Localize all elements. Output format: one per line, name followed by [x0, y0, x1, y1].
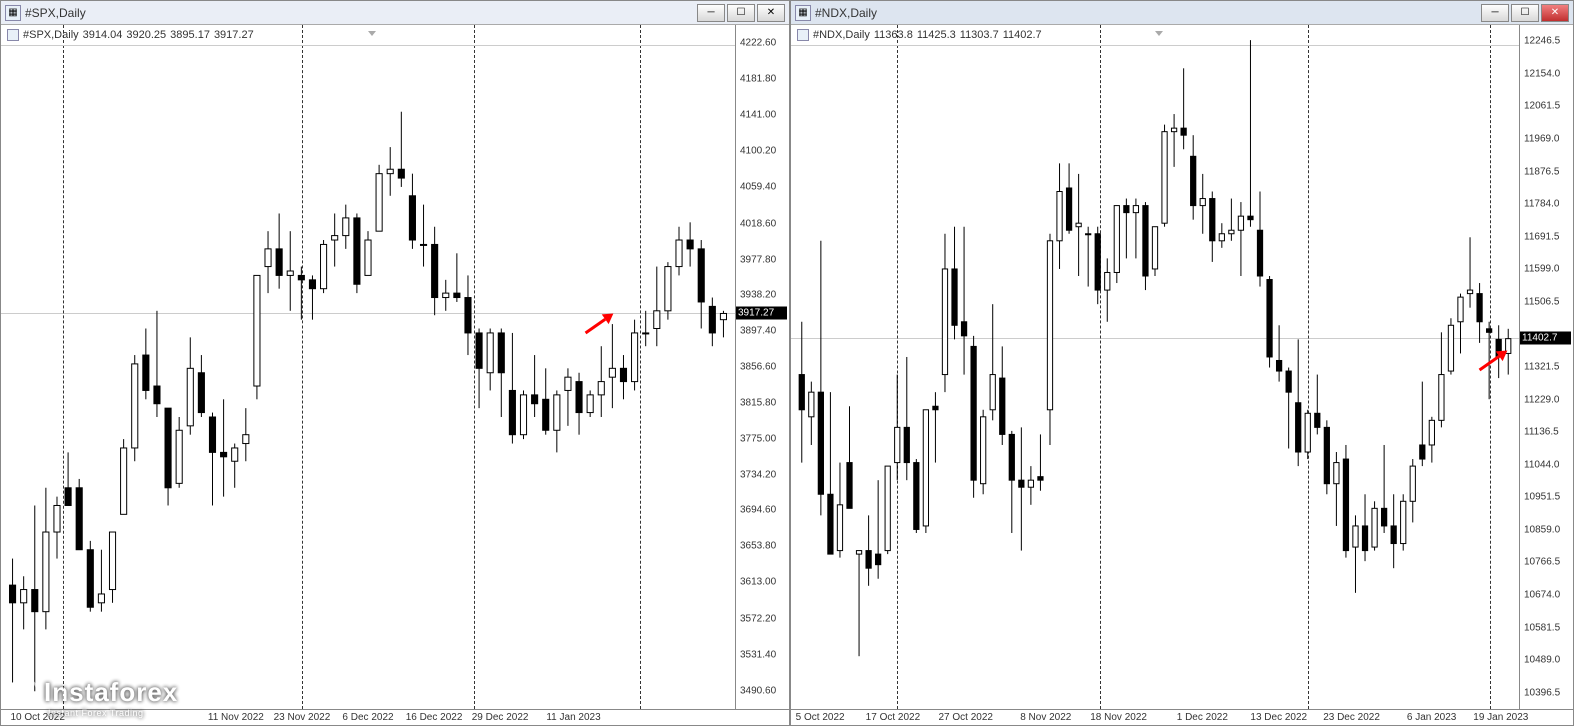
x-tick: 18 Nov 2022	[1090, 712, 1147, 723]
chart-icon: ▦	[5, 5, 21, 21]
x-tick: 8 Nov 2022	[1020, 712, 1071, 723]
x-tick: 23 Nov 2022	[274, 712, 331, 723]
spx-open: 3914.04	[83, 29, 123, 41]
x-tick: 6 Jan 2023	[1407, 712, 1457, 723]
y-tick: 10396.5	[1524, 687, 1560, 698]
y-tick: 4141.00	[740, 110, 776, 121]
spx-close: 3917.27	[214, 29, 254, 41]
ndx-ohlc-info: #NDX,Daily 11363.8 11425.3 11303.7 11402…	[797, 29, 1042, 41]
ndx-plot-area[interactable]: #NDX,Daily 11363.8 11425.3 11303.7 11402…	[791, 25, 1519, 709]
x-tick: 11 Nov 2022	[208, 712, 264, 723]
spx-plot-area[interactable]: #SPX,Daily 3914.04 3920.25 3895.17 3917.…	[1, 25, 735, 709]
annotation-arrow	[1471, 342, 1511, 382]
maximize-button[interactable]: ☐	[727, 4, 755, 22]
maximize-button[interactable]: ☐	[1511, 4, 1539, 22]
candlestick-series	[1, 25, 735, 709]
ndx-low: 11303.7	[960, 29, 999, 41]
y-tick: 4100.20	[740, 146, 776, 157]
y-tick: 11599.0	[1524, 264, 1559, 275]
y-tick: 11506.5	[1524, 296, 1559, 307]
spx-high: 3920.25	[126, 29, 166, 41]
y-tick: 11229.0	[1524, 394, 1559, 405]
candlestick-series	[791, 25, 1519, 709]
x-tick: 13 Dec 2022	[1250, 712, 1307, 723]
y-tick: 10951.5	[1524, 492, 1560, 503]
close-button[interactable]: ✕	[1541, 4, 1569, 22]
y-tick: 3734.20	[740, 470, 776, 481]
y-tick: 12061.5	[1524, 101, 1560, 112]
ndx-high: 11425.3	[917, 29, 956, 41]
y-tick: 11784.0	[1524, 199, 1559, 210]
x-tick: 11 Jan 2023	[546, 712, 600, 723]
y-tick: 10674.0	[1524, 589, 1560, 600]
y-tick: 3653.80	[740, 541, 776, 552]
spx-title: #SPX,Daily	[25, 6, 697, 20]
y-tick: 3613.00	[740, 577, 776, 588]
minimize-button[interactable]: ─	[1481, 4, 1509, 22]
spx-window: ▦ #SPX,Daily ─ ☐ ✕ #SPX,Daily 3914.04 39…	[0, 0, 790, 726]
ndx-open: 11363.8	[874, 29, 913, 41]
spx-title-bar[interactable]: ▦ #SPX,Daily ─ ☐ ✕	[1, 1, 789, 25]
ndx-title-bar[interactable]: ▦ #NDX,Daily ─ ☐ ✕	[791, 1, 1573, 25]
y-tick: 4222.60	[740, 38, 776, 49]
y-tick: 4018.60	[740, 218, 776, 229]
x-tick: 17 Oct 2022	[866, 712, 920, 723]
ndx-close: 11402.7	[1003, 29, 1042, 41]
close-button[interactable]: ✕	[757, 4, 785, 22]
ndx-window: ▦ #NDX,Daily ─ ☐ ✕ #NDX,Daily 11363.8 11…	[790, 0, 1574, 726]
y-tick: 3815.80	[740, 398, 776, 409]
annotation-arrow	[577, 305, 617, 345]
y-tick: 11876.5	[1524, 166, 1559, 177]
x-tick: 6 Dec 2022	[342, 712, 393, 723]
y-tick: 3897.40	[740, 325, 776, 336]
y-tick: 10766.5	[1524, 557, 1560, 568]
x-tick: 29 Dec 2022	[472, 712, 529, 723]
dropdown-icon[interactable]	[1155, 31, 1163, 36]
x-tick: 19 Jan 2023	[1473, 712, 1528, 723]
x-tick: 23 Dec 2022	[1323, 712, 1380, 723]
spx-low: 3895.17	[170, 29, 210, 41]
y-tick: 11321.5	[1524, 362, 1559, 373]
x-tick: 16 Dec 2022	[406, 712, 463, 723]
watermark: Instaforex Instant Forex Trading	[10, 673, 178, 718]
y-tick: 10859.0	[1524, 524, 1560, 535]
y-tick: 11136.5	[1524, 427, 1559, 438]
chart-mini-icon	[7, 29, 19, 41]
ndx-symbol: #NDX,Daily	[813, 29, 870, 41]
chart-icon: ▦	[795, 5, 811, 21]
spx-symbol: #SPX,Daily	[23, 29, 79, 41]
ndx-title: #NDX,Daily	[815, 6, 1481, 20]
spx-y-axis: 4222.60 4181.80 4141.00 4100.20 4059.40 4018.…	[735, 25, 789, 709]
dropdown-icon[interactable]	[368, 31, 376, 36]
y-tick: 11044.0	[1524, 459, 1559, 470]
y-tick: 3531.40	[740, 649, 776, 660]
y-tick: 3856.60	[740, 361, 776, 372]
y-tick: 12246.5	[1524, 36, 1560, 47]
y-tick: 10489.0	[1524, 655, 1560, 666]
y-tick: 11969.0	[1524, 134, 1559, 145]
ndx-chart-body: #NDX,Daily 11363.8 11425.3 11303.7 11402…	[791, 25, 1573, 709]
y-tick: 3572.20	[740, 613, 776, 624]
spx-chart-body: #SPX,Daily 3914.04 3920.25 3895.17 3917.…	[1, 25, 789, 709]
x-tick: 1 Dec 2022	[1177, 712, 1228, 723]
x-tick: 5 Oct 2022	[796, 712, 845, 723]
y-tick: 11691.5	[1524, 231, 1559, 242]
spx-ohlc-info: #SPX,Daily 3914.04 3920.25 3895.17 3917.…	[7, 29, 254, 41]
chart-mini-icon	[797, 29, 809, 41]
y-tick: 3977.80	[740, 254, 776, 265]
y-tick: 12154.0	[1524, 68, 1560, 79]
ndx-x-axis: 5 Oct 2022 17 Oct 2022 27 Oct 2022 8 Nov 20…	[791, 709, 1573, 725]
y-tick: 4059.40	[740, 182, 776, 193]
y-tick: 3490.60	[740, 685, 776, 696]
current-price-label: 11402.7	[1520, 332, 1571, 345]
y-tick: 3938.20	[740, 289, 776, 300]
y-tick: 3694.60	[740, 505, 776, 516]
x-tick: 27 Oct 2022	[938, 712, 992, 723]
current-price-label: 3917.27	[736, 307, 787, 320]
y-tick: 10581.5	[1524, 622, 1560, 633]
y-tick: 3775.00	[740, 434, 776, 445]
ndx-y-axis: 12246.5 12154.0 12061.5 11969.0 11876.5 11784…	[1519, 25, 1573, 709]
minimize-button[interactable]: ─	[697, 4, 725, 22]
y-tick: 4181.80	[740, 74, 776, 85]
